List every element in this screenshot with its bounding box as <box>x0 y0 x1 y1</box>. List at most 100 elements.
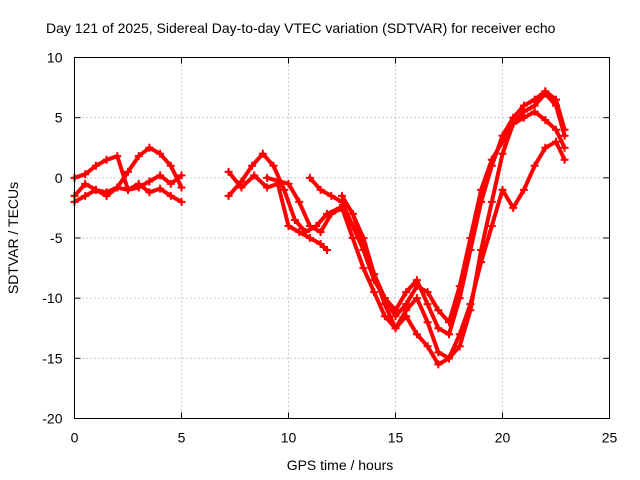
data-point-marker <box>113 183 122 192</box>
data-point-marker <box>145 177 154 186</box>
data-point-marker <box>434 348 443 357</box>
series-track-7 <box>305 87 569 339</box>
data-point-marker <box>177 171 186 180</box>
series-line <box>350 139 567 361</box>
data-point-marker <box>370 288 379 297</box>
data-point-marker <box>498 185 507 194</box>
data-point-marker <box>498 149 507 158</box>
data-point-marker <box>327 209 336 218</box>
x-tick-label: 20 <box>495 430 511 446</box>
data-point-marker <box>434 360 443 369</box>
data-point-marker <box>316 240 325 249</box>
data-point-marker <box>81 170 90 179</box>
y-tick-label: 0 <box>55 170 63 186</box>
data-point-marker <box>487 221 496 230</box>
data-point-marker <box>412 330 421 339</box>
data-point-marker <box>412 294 421 303</box>
data-point-marker <box>455 330 464 339</box>
data-point-marker <box>541 87 550 96</box>
data-point-marker <box>338 191 346 200</box>
x-axis-label: GPS time / hours <box>287 457 394 473</box>
data-point-marker <box>305 173 314 182</box>
tick-layer: 0 5 10 15 20 25 -20 -15 -10 -5 0 5 10 <box>42 50 617 446</box>
data-point-marker <box>81 191 90 200</box>
data-point-marker <box>359 234 368 242</box>
data-point-marker <box>323 246 332 255</box>
data-point-marker <box>391 312 400 321</box>
data-point-marker <box>248 161 257 170</box>
series-layer <box>70 87 569 369</box>
data-point-marker <box>290 215 299 224</box>
plot-frame <box>74 57 610 419</box>
data-point-marker <box>316 227 325 236</box>
data-point-marker <box>91 185 100 194</box>
data-point-marker <box>348 209 357 218</box>
data-point-marker <box>237 183 246 192</box>
y-tick-label: 5 <box>55 110 63 126</box>
grid-layer <box>74 57 610 419</box>
data-point-marker <box>295 227 304 236</box>
data-point-marker <box>445 354 453 363</box>
data-point-marker <box>498 137 507 146</box>
data-point-marker <box>295 197 304 206</box>
y-tick-label: -10 <box>42 290 62 306</box>
data-point-marker <box>423 342 432 351</box>
series-line <box>307 89 567 337</box>
data-point-marker <box>434 306 443 315</box>
data-point-marker <box>224 191 233 200</box>
data-point-marker <box>423 300 432 309</box>
data-point-marker <box>156 171 165 180</box>
data-point-marker <box>305 234 314 242</box>
data-point-marker <box>552 125 560 134</box>
data-point-marker <box>552 95 560 104</box>
x-tick-label: 0 <box>71 430 79 446</box>
data-point-marker <box>81 179 90 188</box>
data-point-marker <box>434 324 443 333</box>
data-point-marker <box>380 312 389 321</box>
data-point-marker <box>156 149 165 158</box>
series-track-6 <box>263 89 569 369</box>
data-point-marker <box>487 155 496 164</box>
data-point-marker <box>560 155 569 164</box>
data-point-marker <box>402 288 411 297</box>
data-point-marker <box>102 155 111 164</box>
data-point-marker <box>509 203 518 212</box>
data-point-marker <box>305 221 314 230</box>
data-point-marker <box>445 318 453 327</box>
data-point-marker <box>530 107 539 116</box>
series-track-9 <box>348 137 569 363</box>
data-point-marker <box>327 191 336 200</box>
data-point-marker <box>124 185 132 194</box>
data-point-marker <box>166 191 175 200</box>
y-tick-label: -5 <box>50 230 63 246</box>
data-point-marker <box>263 183 272 192</box>
data-point-marker <box>552 137 560 146</box>
data-point-marker <box>280 185 289 194</box>
data-point-marker <box>102 191 111 200</box>
x-tick-label: 5 <box>178 430 186 446</box>
series-line <box>265 91 567 367</box>
data-point-marker <box>466 300 475 309</box>
data-point-marker <box>370 270 379 279</box>
data-point-marker <box>477 185 486 194</box>
data-point-marker <box>177 197 186 206</box>
data-point-marker <box>134 152 143 161</box>
data-point-marker <box>316 185 325 194</box>
data-point-marker <box>519 113 528 122</box>
data-point-marker <box>455 282 464 291</box>
data-point-marker <box>145 143 154 152</box>
data-point-marker <box>541 116 550 125</box>
x-tick-label: 25 <box>602 430 618 446</box>
data-point-marker <box>284 179 293 188</box>
data-point-marker <box>348 234 357 242</box>
data-point-marker <box>258 149 267 158</box>
x-tick-label: 15 <box>388 430 404 446</box>
y-axis-label: SDTVAR / TECUs <box>5 182 21 294</box>
chart-title: Day 121 of 2025, Sidereal Day-to-day VTE… <box>46 20 556 36</box>
data-point-marker <box>284 221 293 230</box>
data-point-marker <box>412 282 421 291</box>
y-tick-label: -15 <box>42 350 62 366</box>
data-point-marker <box>402 306 411 315</box>
data-point-marker <box>113 152 122 161</box>
